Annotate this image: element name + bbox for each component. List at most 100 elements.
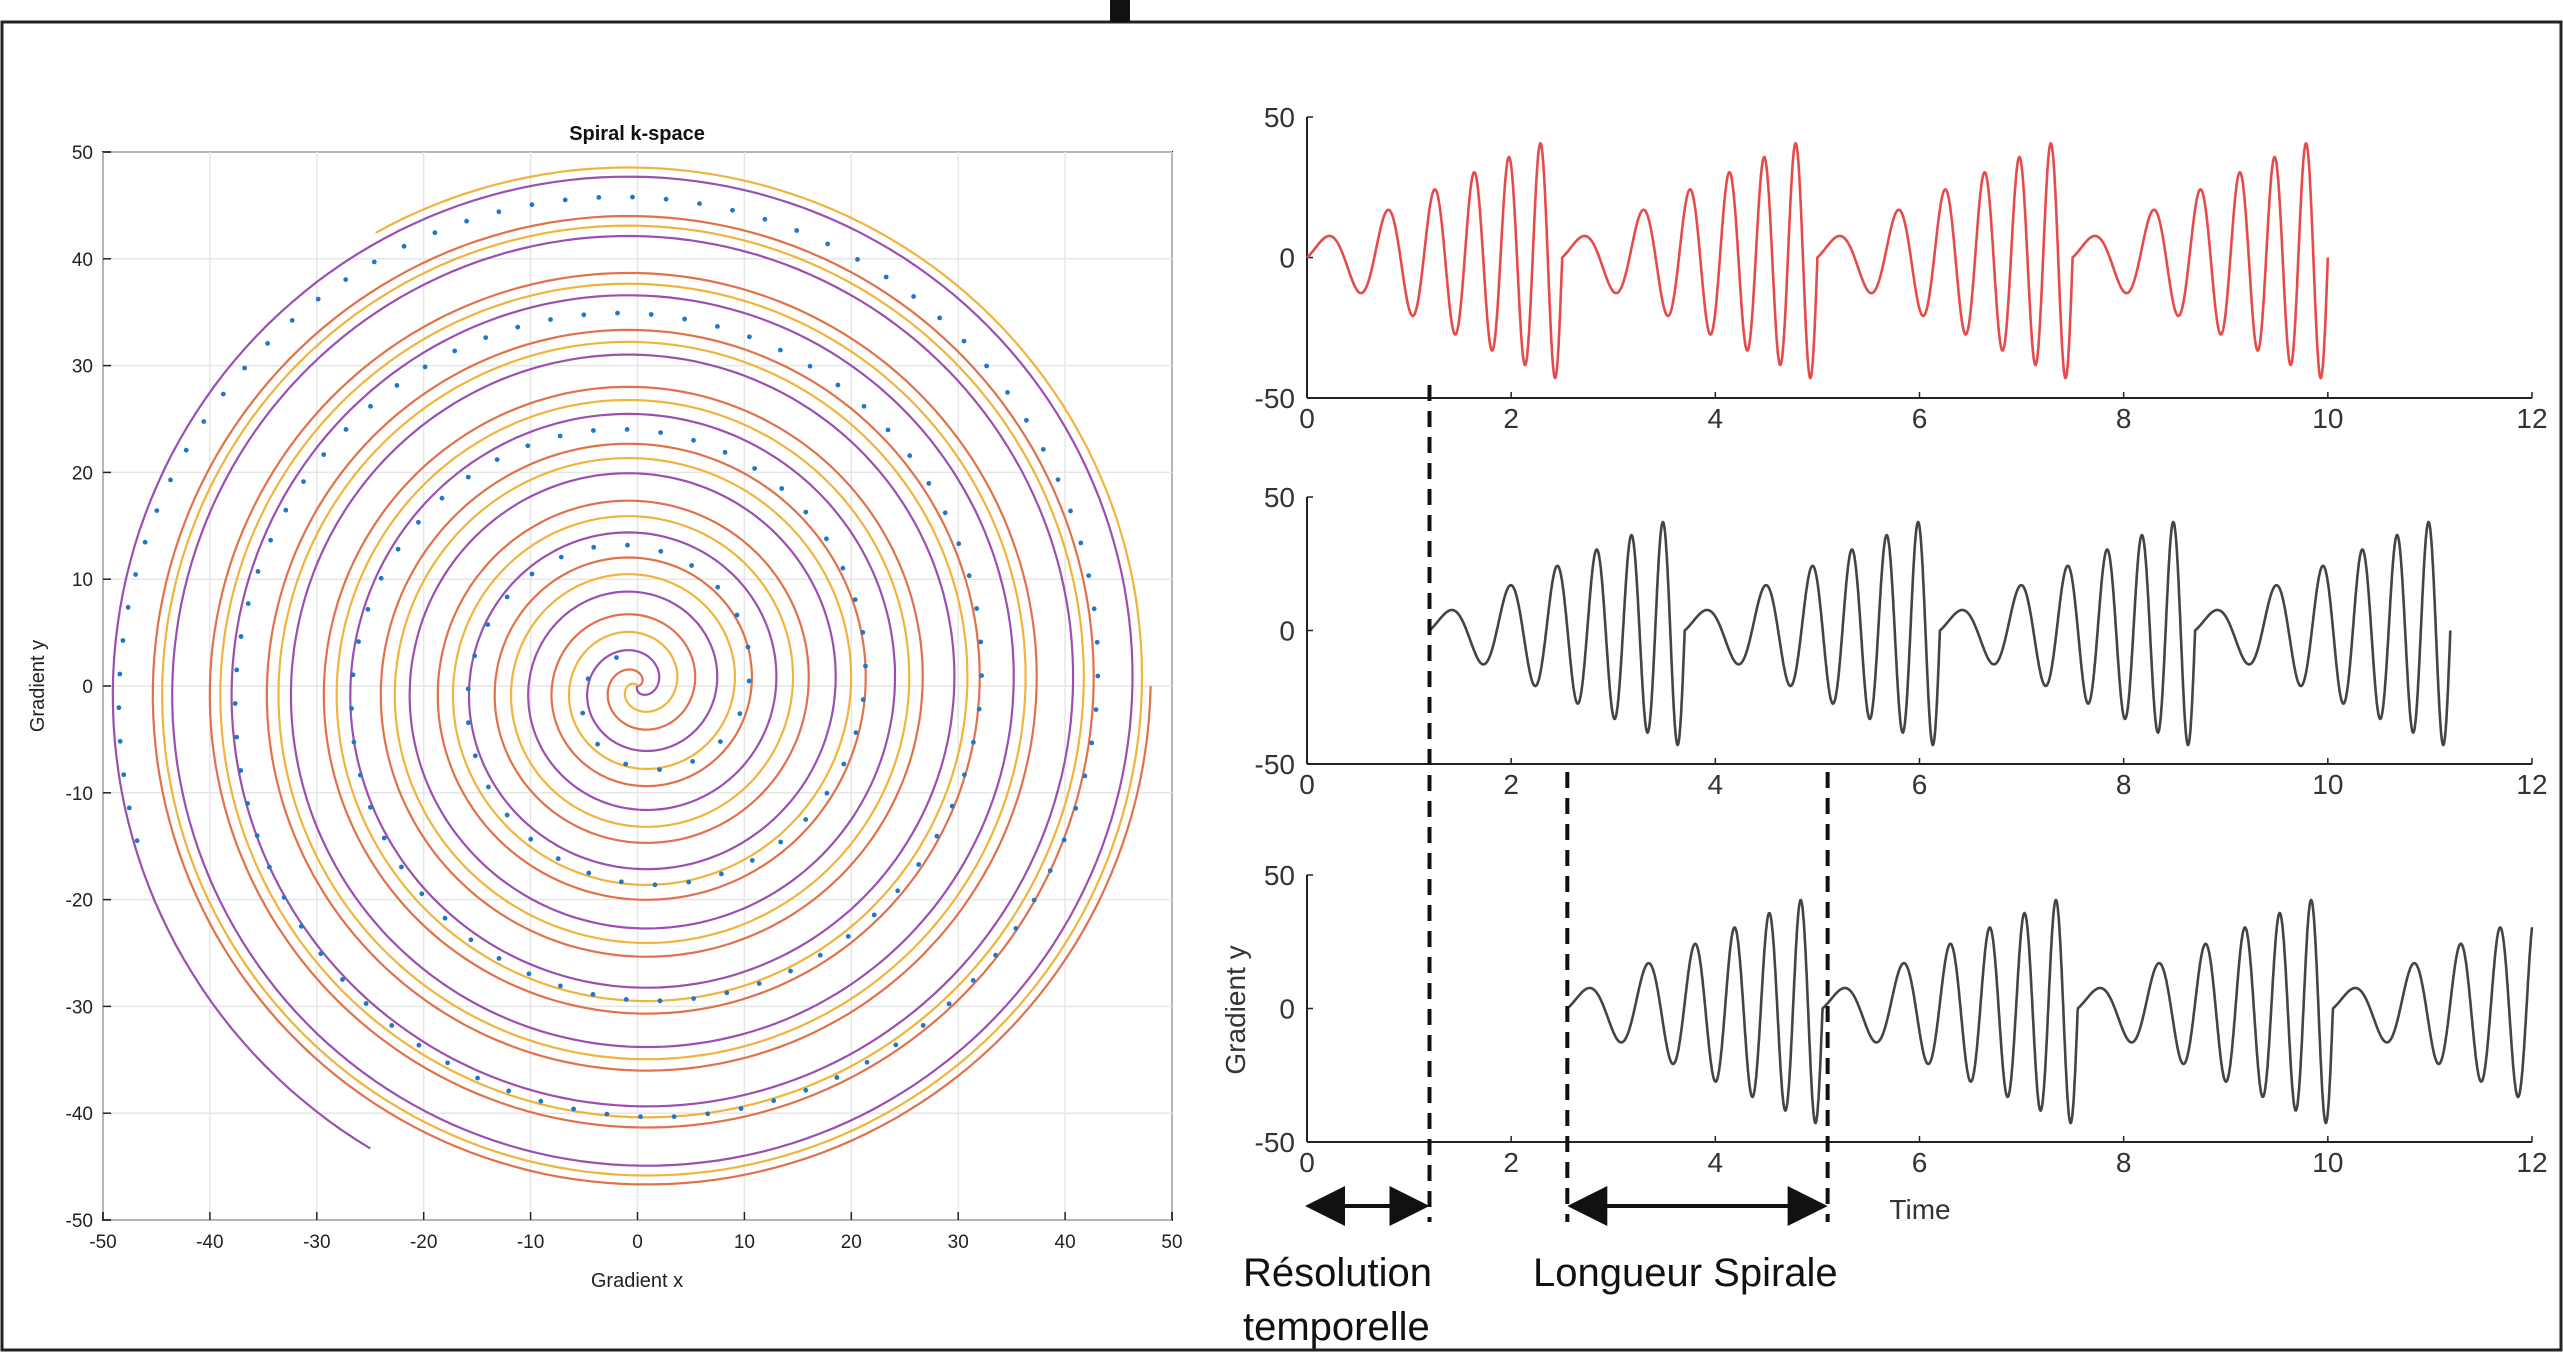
spiral-sample-point bbox=[368, 804, 373, 810]
spiral-x-ticks: -50 -40 -30 -20 -10 0 10 20 30 40 50 bbox=[89, 1212, 1183, 1253]
spiral-sample-point bbox=[416, 519, 421, 525]
spiral-sample-point bbox=[142, 539, 148, 545]
spiral-sample-point bbox=[558, 983, 563, 989]
spiral-sample-point bbox=[381, 835, 387, 841]
spiral-sample-point bbox=[486, 784, 491, 790]
spiral-sample-point bbox=[1013, 926, 1019, 931]
spiral-y-tick-label: -40 bbox=[66, 1104, 93, 1125]
spiral-sample-point bbox=[268, 537, 273, 543]
waveform-x-tick-label: 12 bbox=[2516, 403, 2547, 434]
waveform-x-tick-label: 12 bbox=[2516, 769, 2547, 800]
spiral-sample-point bbox=[245, 801, 251, 806]
spiral-sample-point bbox=[590, 992, 596, 997]
spiral-sample-point bbox=[255, 569, 261, 574]
spiral-title: Spiral k-space bbox=[569, 123, 705, 145]
spiral-sample-point bbox=[585, 676, 591, 682]
spiral-sample-point bbox=[1078, 540, 1084, 546]
spiral-sample-point bbox=[416, 1042, 422, 1048]
spiral-sample-point bbox=[571, 1106, 576, 1112]
spiral-sample-point bbox=[371, 259, 377, 265]
spiral-sample-point bbox=[356, 639, 361, 644]
spiral-sample-point bbox=[475, 1075, 480, 1081]
spiral-sample-point bbox=[778, 839, 784, 845]
spiral-sample-point bbox=[183, 447, 189, 453]
spiral-y-tick-label: -10 bbox=[66, 784, 93, 805]
spiral-sample-point bbox=[494, 457, 500, 462]
spiral-k-space-chart: -50 -40 -30 -20 -10 0 10 20 30 40 50 50 40 30 20 10 0 -1… bbox=[27, 123, 1183, 1292]
spiral-sample-point bbox=[715, 584, 721, 590]
spiral-sample-point bbox=[245, 601, 251, 606]
spiral-y-tick-label: -20 bbox=[66, 891, 93, 912]
spiral-sample-point bbox=[738, 1106, 744, 1111]
spiral-y-tick-label: -30 bbox=[66, 997, 93, 1018]
spiral-sample-point bbox=[852, 597, 858, 602]
waveform-y-tick-label: 0 bbox=[1279, 243, 1295, 274]
spiral-sample-point bbox=[817, 952, 823, 958]
spiral-sample-point bbox=[357, 772, 363, 778]
spiral-sample-point bbox=[557, 433, 563, 439]
spiral-x-tick-label: -40 bbox=[196, 1232, 223, 1253]
spiral-sample-point bbox=[283, 507, 289, 513]
spiral-sample-point bbox=[779, 486, 785, 491]
spiral-sample-point bbox=[845, 934, 851, 939]
spiral-sample-point bbox=[1061, 837, 1067, 843]
spiral-sample-point bbox=[1068, 508, 1073, 514]
length-label: Longueur Spirale bbox=[1533, 1251, 1838, 1295]
spiral-sample-point bbox=[885, 427, 891, 433]
spiral-sample-point bbox=[690, 759, 695, 764]
spiral-sample-point bbox=[861, 403, 867, 409]
spiral-sample-point bbox=[168, 477, 173, 483]
spiral-sample-point bbox=[1091, 606, 1097, 612]
spiral-sample-point bbox=[528, 836, 534, 842]
spiral-sample-point bbox=[788, 968, 793, 974]
spiral-sample-point bbox=[691, 437, 696, 443]
spiral-sample-point bbox=[895, 888, 901, 894]
spiral-sample-point bbox=[394, 383, 400, 388]
spiral-sample-point bbox=[432, 230, 438, 236]
spiral-sample-point bbox=[746, 678, 752, 684]
spiral-sample-point bbox=[671, 1114, 677, 1119]
spiral-sample-point bbox=[464, 218, 469, 224]
spiral-sample-point bbox=[466, 720, 471, 726]
spiral-sample-point bbox=[232, 701, 238, 706]
waveform-x-tick-label: 4 bbox=[1708, 769, 1724, 800]
spiral-sample-point bbox=[343, 277, 349, 282]
waveform-x-tick-label: 2 bbox=[1503, 769, 1519, 800]
spiral-sample-point bbox=[351, 739, 357, 745]
waveform-x-tick-label: 4 bbox=[1708, 1147, 1724, 1178]
waveform-x-tick-label: 6 bbox=[1912, 769, 1928, 800]
spiral-sample-point bbox=[747, 334, 752, 340]
spiral-sample-point bbox=[242, 365, 248, 371]
spiral-sample-point bbox=[834, 1075, 840, 1080]
spiral-sample-point bbox=[126, 805, 132, 811]
spiral-sample-point bbox=[803, 1087, 809, 1093]
waveform-x-axis-label: Time bbox=[1889, 1194, 1950, 1225]
spiral-sample-point bbox=[580, 710, 586, 716]
spiral-sample-point bbox=[515, 324, 521, 330]
waveform-y-tick-label: 50 bbox=[1264, 482, 1295, 513]
spiral-sample-point bbox=[504, 594, 510, 600]
spiral-sample-point bbox=[117, 738, 123, 744]
spiral-sample-point bbox=[525, 443, 531, 449]
spiral-sample-point bbox=[778, 347, 783, 353]
spiral-interleave-line bbox=[151, 214, 1152, 1186]
spiral-sample-point bbox=[439, 495, 445, 501]
spiral-sample-point bbox=[652, 882, 658, 888]
waveform-x-tick-label: 2 bbox=[1503, 403, 1519, 434]
spiral-sample-point bbox=[465, 686, 471, 692]
waveform-y-tick-label: 50 bbox=[1264, 860, 1295, 891]
waveform-x-tick-label: 0 bbox=[1299, 1147, 1315, 1178]
spiral-sample-point bbox=[134, 838, 140, 844]
spiral-sample-point bbox=[625, 542, 630, 548]
spiral-sample-point bbox=[281, 894, 287, 900]
spiral-sample-point bbox=[238, 634, 244, 639]
spiral-sample-point bbox=[614, 655, 619, 660]
spiral-sample-point bbox=[154, 508, 160, 513]
spiral-sample-point bbox=[863, 663, 868, 669]
spiral-sample-point bbox=[265, 341, 270, 346]
spiral-x-tick-label: 20 bbox=[841, 1232, 862, 1253]
spiral-y-tick-label: 10 bbox=[72, 570, 93, 591]
spiral-sample-point bbox=[267, 864, 272, 870]
spiral-sample-point bbox=[483, 335, 489, 340]
